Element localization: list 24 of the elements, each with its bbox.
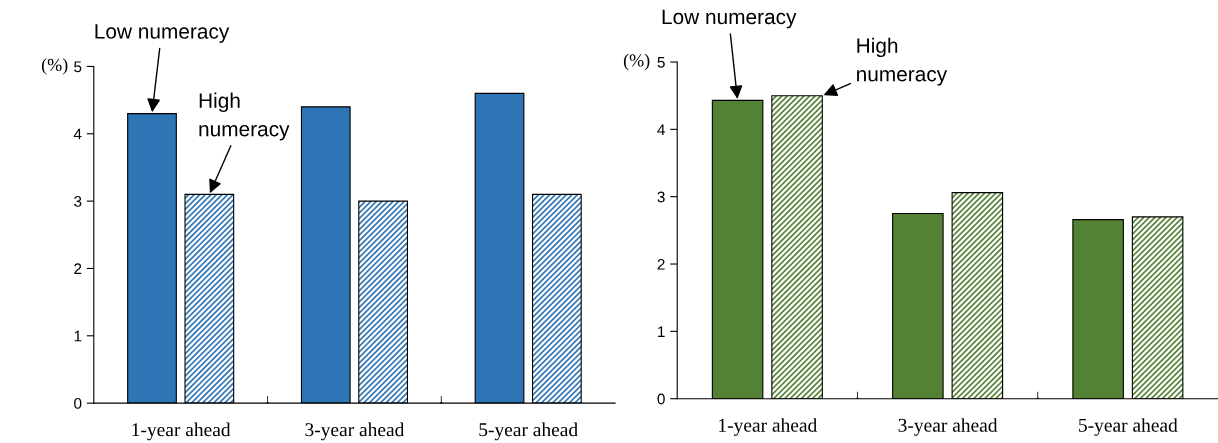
series-label: High numeracy	[857, 37, 948, 86]
text: Low numeracy	[662, 9, 797, 29]
y-tick-label: 5	[657, 57, 665, 68]
text: High numeracy	[199, 92, 290, 141]
y-tick-label: 4	[657, 124, 665, 135]
y-tick-label: 0	[657, 393, 665, 405]
x-tick-label: 1-year ahead	[132, 422, 231, 441]
y-tick-label: 4	[73, 128, 82, 140]
y-tick-label: 2	[657, 258, 665, 270]
y-tick-label: 3	[74, 195, 82, 207]
x-tick-label: 3-year ahead	[898, 418, 998, 436]
y-axis-title: (%)	[623, 53, 650, 71]
x-tick-label: 5-year ahead	[479, 422, 578, 441]
y-tick-label: 0	[74, 398, 82, 409]
x-tick-label: 1-year ahead	[719, 418, 818, 436]
text: Low numeracy	[95, 24, 230, 43]
y-axis-title: (%)	[41, 58, 68, 75]
y-tick-label: 1	[74, 330, 82, 342]
y-tick-label: 1	[658, 326, 665, 337]
x-tick-label: 5-year ahead	[1079, 418, 1178, 436]
x-tick-label: 3-year ahead	[305, 422, 405, 441]
y-tick-label: 5	[74, 61, 82, 73]
y-tick-label: 3	[657, 191, 665, 203]
y-tick-label: 2	[74, 263, 82, 274]
